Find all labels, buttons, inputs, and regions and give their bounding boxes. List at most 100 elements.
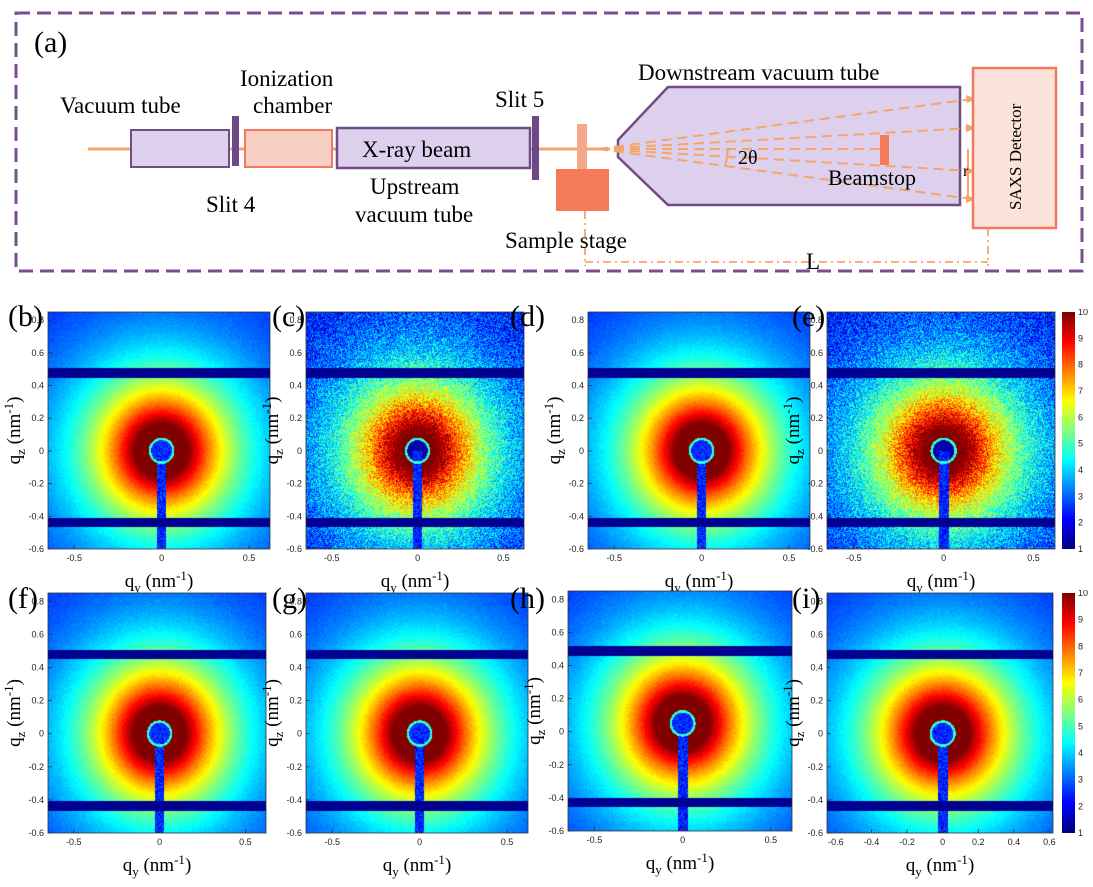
x-tick-label: -0.5	[324, 553, 340, 563]
axes-frame	[587, 311, 811, 550]
y-tick-label: 0.4	[810, 662, 823, 672]
panel-label-a: (a)	[34, 26, 67, 59]
y-tick-label: -0.2	[807, 762, 823, 772]
y-tick-label: -0.4	[28, 795, 44, 805]
label-slit4: Slit 4	[206, 192, 256, 217]
label-ionization-2: chamber	[253, 93, 333, 118]
colorbar-tick-label: 1	[1078, 544, 1083, 552]
y-tick-label: -0.4	[548, 793, 564, 803]
x-tick-label: -0.6	[828, 837, 844, 847]
y-tick-label: 0	[818, 729, 823, 739]
heatmap-axes: 0.8 0.6 0.4 0.2 0 -0.2 -0.4 -0.6 -0.5 0 0.5 qy (nm-…	[780, 311, 1056, 595]
heatmap-image	[568, 591, 792, 831]
x-axis-label: qy (nm-1)	[381, 568, 450, 595]
colorbar-tick-label: 5	[1078, 721, 1083, 731]
y-tick-label: -0.6	[28, 544, 44, 554]
heatmap-image	[48, 593, 266, 833]
y-tick-label: -0.2	[28, 762, 44, 772]
colorbar-tick-label: 7	[1078, 668, 1083, 678]
y-tick-label: 0.4	[289, 662, 302, 672]
y-tick-label: 0.2	[289, 413, 302, 423]
sample	[577, 124, 587, 170]
x-tick-label: -0.4	[864, 837, 880, 847]
label-saxs-detector: SAXS Detector	[1006, 103, 1025, 210]
x-tick-label: 0.5	[239, 837, 252, 847]
x-tick-label: 0	[941, 553, 946, 563]
x-tick-label: 0	[157, 837, 162, 847]
slit-5	[532, 116, 539, 180]
y-tick-label: 0	[579, 446, 584, 456]
y-tick-label: 0.6	[31, 629, 44, 639]
y-tick-label: 0.2	[289, 696, 302, 706]
y-tick-label: -0.6	[286, 828, 302, 838]
colorbar-tick-label: 3	[1078, 775, 1083, 785]
schematic-frame	[14, 11, 1084, 273]
x-axis-label: qy (nm-1)	[665, 568, 734, 595]
x-tick-label: 0	[699, 553, 704, 563]
beamstop	[880, 135, 889, 165]
axes-frame	[826, 592, 1054, 834]
x-tick-label: 0.5	[501, 837, 514, 847]
y-tick-label: -0.6	[807, 828, 823, 838]
downstream-vacuum-tube	[616, 85, 962, 207]
x-axis-label: qy (nm-1)	[125, 568, 194, 595]
y-tick-label: -0.4	[807, 795, 823, 805]
y-tick-label: 0.6	[289, 629, 302, 639]
y-tick-label: -0.4	[568, 511, 584, 521]
colorbar-gradient	[1062, 312, 1075, 549]
colorbar-tick-label: 5	[1078, 439, 1083, 449]
y-tick-label: 0	[818, 446, 823, 456]
y-tick-label: 0.8	[551, 594, 564, 604]
y-tick-label: 0.8	[31, 315, 44, 325]
x-tick-label: 0.5	[783, 553, 796, 563]
y-tick-label: 0.4	[31, 662, 44, 672]
y-tick-label: -0.2	[28, 479, 44, 489]
x-tick-label: 0	[415, 553, 420, 563]
y-axis-label: qz (nm-1)	[259, 397, 286, 465]
saxs-detector	[971, 66, 1058, 230]
y-tick-label: -0.6	[548, 826, 564, 836]
heatmap-axes: 0.8 0.6 0.4 0.2 0 -0.2 -0.4 -0.6 -0.5 0 0.5 qy (nm-…	[521, 590, 793, 877]
label-two-theta: 2θ	[738, 147, 758, 169]
y-tick-label: 0.2	[810, 696, 823, 706]
y-tick-label: 0.2	[571, 413, 584, 423]
y-tick-label: -0.2	[286, 762, 302, 772]
x-tick-label: 0	[680, 835, 685, 845]
heatmap-axes: 0.8 0.6 0.4 0.2 0 -0.2 -0.4 -0.6 -0.6 -0.4 -0.2 0 0.…	[780, 592, 1056, 879]
panel-label: (g)	[272, 582, 307, 615]
x-tick-label: 0	[417, 837, 422, 847]
colorbar-tick-label: 4	[1078, 465, 1083, 475]
axes-frame	[47, 311, 271, 550]
y-tick-label: 0	[297, 729, 302, 739]
y-tick-label: 0	[39, 446, 44, 456]
panel-label: (i)	[792, 582, 821, 615]
y-tick-label: 0.2	[551, 694, 564, 704]
x-tick-label: -0.5	[606, 553, 622, 563]
y-tick-label: 0.8	[810, 315, 823, 325]
colorbar-tick-label: 1	[1078, 828, 1083, 836]
y-tick-label: 0.6	[551, 627, 564, 637]
y-tick-label: 0.4	[289, 381, 302, 391]
y-tick-label: 0.2	[31, 696, 44, 706]
x-tick-label: 0.5	[765, 835, 778, 845]
label-beamstop: Beamstop	[828, 165, 916, 190]
colorbar-tick-label: 3	[1078, 491, 1083, 501]
y-tick-label: 0.2	[31, 413, 44, 423]
y-tick-label: 0.4	[31, 381, 44, 391]
x-tick-label: -0.5	[66, 837, 82, 847]
y-tick-label: -0.4	[807, 511, 823, 521]
label-r: r	[963, 163, 969, 180]
heatmap-image	[827, 593, 1053, 833]
y-tick-label: -0.4	[286, 511, 302, 521]
y-axis-label: qz (nm-1)	[780, 679, 807, 747]
x-axis-label: qy (nm-1)	[123, 852, 192, 879]
scattered-rays	[597, 98, 973, 200]
colorbar-tick-label: 10	[1078, 309, 1088, 317]
label-ionization-1: Ionization	[240, 66, 334, 91]
label-downstream: Downstream vacuum tube	[638, 60, 879, 85]
colorbar-tick-label: 9	[1078, 333, 1083, 343]
colorbar-tick-label: 9	[1078, 615, 1083, 625]
y-tick-label: 0.4	[571, 381, 584, 391]
panel-label: (e)	[792, 300, 826, 333]
label-sample-stage: Sample stage	[505, 228, 627, 253]
